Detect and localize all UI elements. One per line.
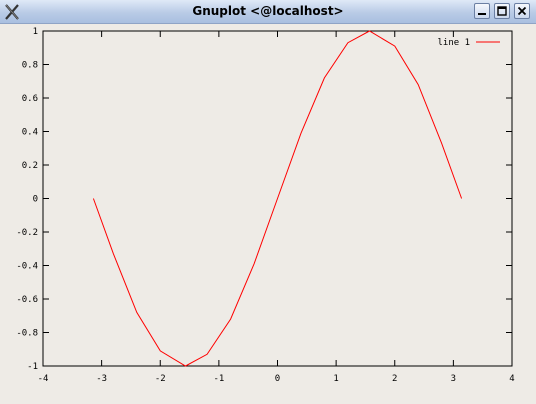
y-tick-label: -0.6 xyxy=(16,295,38,305)
y-axis: 1 0.8 0.6 0.4 0.2 0 -0.2 -0.4 -0.6 -0.8 -1 xyxy=(16,27,512,372)
legend-label: line 1 xyxy=(437,38,470,48)
x-tick-label: 2 xyxy=(392,374,397,384)
x-tick-label: -4 xyxy=(38,374,49,384)
x-tick-label: -2 xyxy=(155,374,166,384)
x-tick-label: 3 xyxy=(451,374,456,384)
maximize-button[interactable] xyxy=(494,3,510,19)
y-tick-label: -0.8 xyxy=(16,329,38,339)
series-line-1 xyxy=(92,30,463,367)
x-tick-label: 4 xyxy=(509,374,514,384)
y-tick-label: 0.8 xyxy=(22,61,38,71)
x-tick-label: -3 xyxy=(96,374,107,384)
chart-canvas: 10.80.60.40.20-0.2-0.4-0.6-0.8-1 -4 -3 -2-… xyxy=(16,27,515,384)
y-tick-label: -0.4 xyxy=(16,262,38,272)
window-title: Gnuplot <@localhost> xyxy=(192,4,344,18)
close-button[interactable] xyxy=(514,3,530,19)
maximize-icon xyxy=(497,6,507,16)
y-tick-label: 0.4 xyxy=(22,128,38,138)
minimize-icon xyxy=(478,13,486,15)
plot-area: 1 0.8 0.6 0.4 0.2 0 -0.2 -0.4 -0.6 -0.8 -1 -4 -3 -2-… xyxy=(0,24,536,400)
y-tick-label: -0.2 xyxy=(16,228,38,238)
title-bar[interactable]: Gnuplot <@localhost> xyxy=(0,0,536,24)
y-tick-label: 0.6 xyxy=(22,94,38,104)
y-tick-label: 1 xyxy=(33,27,38,37)
y-tick-label: -1 xyxy=(27,362,38,372)
x-axis: -4 -3 -2 -1 0 1 2 3 4 xyxy=(38,31,515,384)
y-tick-label: 0.2 xyxy=(22,161,38,171)
x-tick-label: -1 xyxy=(213,374,224,384)
close-icon xyxy=(517,6,527,16)
y-tick-label: 0 xyxy=(33,195,38,205)
minimize-button[interactable] xyxy=(474,3,490,19)
x-tick-label: 1 xyxy=(333,374,338,384)
x11-app-icon[interactable] xyxy=(3,3,21,21)
x-tick-label: 0 xyxy=(275,374,280,384)
legend: line 1 xyxy=(437,38,500,48)
